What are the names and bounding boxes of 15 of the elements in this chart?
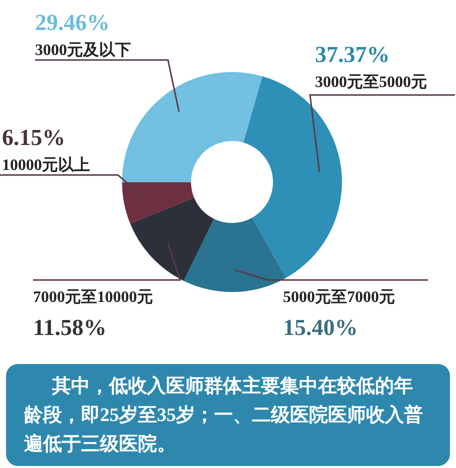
donut-slice: [184, 218, 286, 292]
donut-slice: [122, 182, 194, 224]
donut-slice: [130, 198, 214, 281]
data-label: 29.46%: [35, 10, 110, 35]
data-label: 11.58%: [33, 315, 106, 340]
slice-label: 3000元至5000元: [315, 74, 427, 91]
data-label: 37.37%: [315, 42, 390, 67]
slice-label: 3000元及以下: [35, 41, 131, 59]
data-label: 6.15%: [2, 125, 66, 150]
slice-label: 7000元至10000元: [33, 289, 153, 306]
data-label: 15.40%: [283, 315, 358, 340]
slice-label: 10000元以上: [2, 156, 90, 174]
text: 其中，低收入医师群体主要集中在较低的年龄段，即25岁至35岁；一、二级医院医师收入普遍低于三级医院。: [6, 364, 450, 466]
donut-slice: [122, 72, 262, 182]
slice-label: 5000元至7000元: [283, 289, 395, 306]
